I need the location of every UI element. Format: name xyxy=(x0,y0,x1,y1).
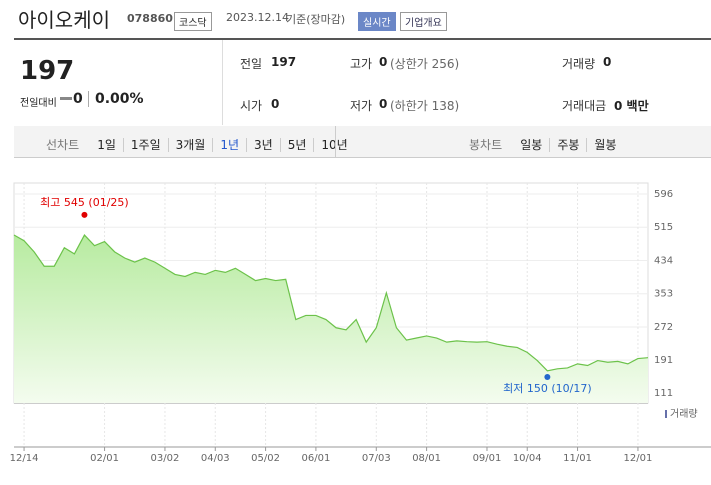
tab[interactable]: 월봉 xyxy=(586,138,624,152)
x-tick-label: 06/01 xyxy=(301,453,330,464)
stat-label: 저가 xyxy=(350,99,373,113)
stat-note: (상한가 256) xyxy=(390,57,460,71)
change: 0 xyxy=(73,91,83,107)
chart: 596 515 434 353 272 191 111 12/14 02/01 03/02 04/0… xyxy=(10,182,711,464)
stat-label: 거래대금 xyxy=(562,99,607,113)
y-tick-label: 353 xyxy=(654,289,673,300)
tab-group-label: 봉차트 xyxy=(469,138,503,152)
change-label: 전일대비 xyxy=(20,98,57,109)
extreme-label: 최고 545 (01/25) xyxy=(40,196,129,209)
volume-legend: 거래량 xyxy=(670,408,698,420)
extreme-label: 최저 150 (10/17) xyxy=(503,382,592,395)
y-tick-label: 111 xyxy=(654,388,673,399)
realtime-button[interactable]: 실시간 xyxy=(358,12,396,31)
x-tick-label: 11/01 xyxy=(563,453,592,464)
market-badge: 코스닥 xyxy=(174,12,212,31)
tab[interactable]: 일봉 xyxy=(520,138,543,152)
y-tick-label: 515 xyxy=(654,222,673,233)
tab[interactable]: 1주일 xyxy=(122,138,168,152)
price-area xyxy=(14,235,648,403)
x-tick-label: 12/01 xyxy=(624,453,653,464)
tab[interactable]: 주봉 xyxy=(549,138,587,152)
stat-value: 0 xyxy=(379,97,388,111)
date: 2023.12.14 xyxy=(226,11,289,24)
stock-code: 078860 xyxy=(127,12,173,25)
x-tick-label: 07/03 xyxy=(362,453,391,464)
stat-label: 시가 xyxy=(240,99,263,113)
company-button[interactable]: 기업개요 xyxy=(400,12,447,31)
stat-value: 0 xyxy=(379,55,388,69)
x-tick-label: 08/01 xyxy=(412,453,441,464)
tab[interactable]: 1년 xyxy=(212,138,247,152)
x-tick-label: 05/02 xyxy=(251,453,280,464)
x-tick-label: 04/03 xyxy=(201,453,230,464)
tab[interactable]: 5년 xyxy=(279,138,314,152)
price: 197 xyxy=(20,56,75,86)
price-line xyxy=(13,234,649,372)
tab[interactable]: 10년 xyxy=(313,138,355,152)
basis: 기준(장마감) xyxy=(286,13,346,26)
stat-label: 전일 xyxy=(240,57,263,71)
divider xyxy=(335,126,336,157)
tab[interactable]: 1일 xyxy=(97,138,116,152)
extreme-marker xyxy=(81,211,88,218)
candle-tabs: 봉차트 일봉 주봉 월봉 xyxy=(469,134,624,153)
stat-value: 0 xyxy=(271,97,280,111)
x-tick-label: 02/01 xyxy=(90,453,119,464)
stat-value: 0 xyxy=(603,55,612,69)
x-tick-label: 10/04 xyxy=(513,453,542,464)
tab[interactable]: 3개월 xyxy=(167,138,213,152)
y-tick-label: 272 xyxy=(654,322,673,333)
extreme-marker xyxy=(544,373,551,380)
x-tick-label: 09/01 xyxy=(473,453,502,464)
line-tabs: 선차트 1일 1주일3개월1년3년5년10년 xyxy=(46,134,355,153)
divider xyxy=(222,40,223,125)
stat-label: 고가 xyxy=(350,57,373,71)
y-tick-label: 434 xyxy=(654,255,673,266)
tab-group-label: 선차트 xyxy=(46,138,80,152)
stat-note: (하한가 138) xyxy=(390,99,460,113)
rate: 0.00% xyxy=(88,91,144,107)
x-tick-label: 03/02 xyxy=(151,453,180,464)
stat-value: 0 백만 xyxy=(614,99,649,113)
tab[interactable]: 3년 xyxy=(246,138,280,152)
y-tick-label: 596 xyxy=(654,189,673,200)
y-tick-label: 191 xyxy=(654,355,673,366)
stock-name: 아이오케이 xyxy=(18,8,110,32)
stat-label: 거래량 xyxy=(562,57,596,71)
volume-legend-swatch xyxy=(665,410,667,418)
stat-value: 197 xyxy=(271,55,297,69)
x-tick-label: 12/14 xyxy=(10,453,39,464)
flat-icon xyxy=(60,97,72,100)
